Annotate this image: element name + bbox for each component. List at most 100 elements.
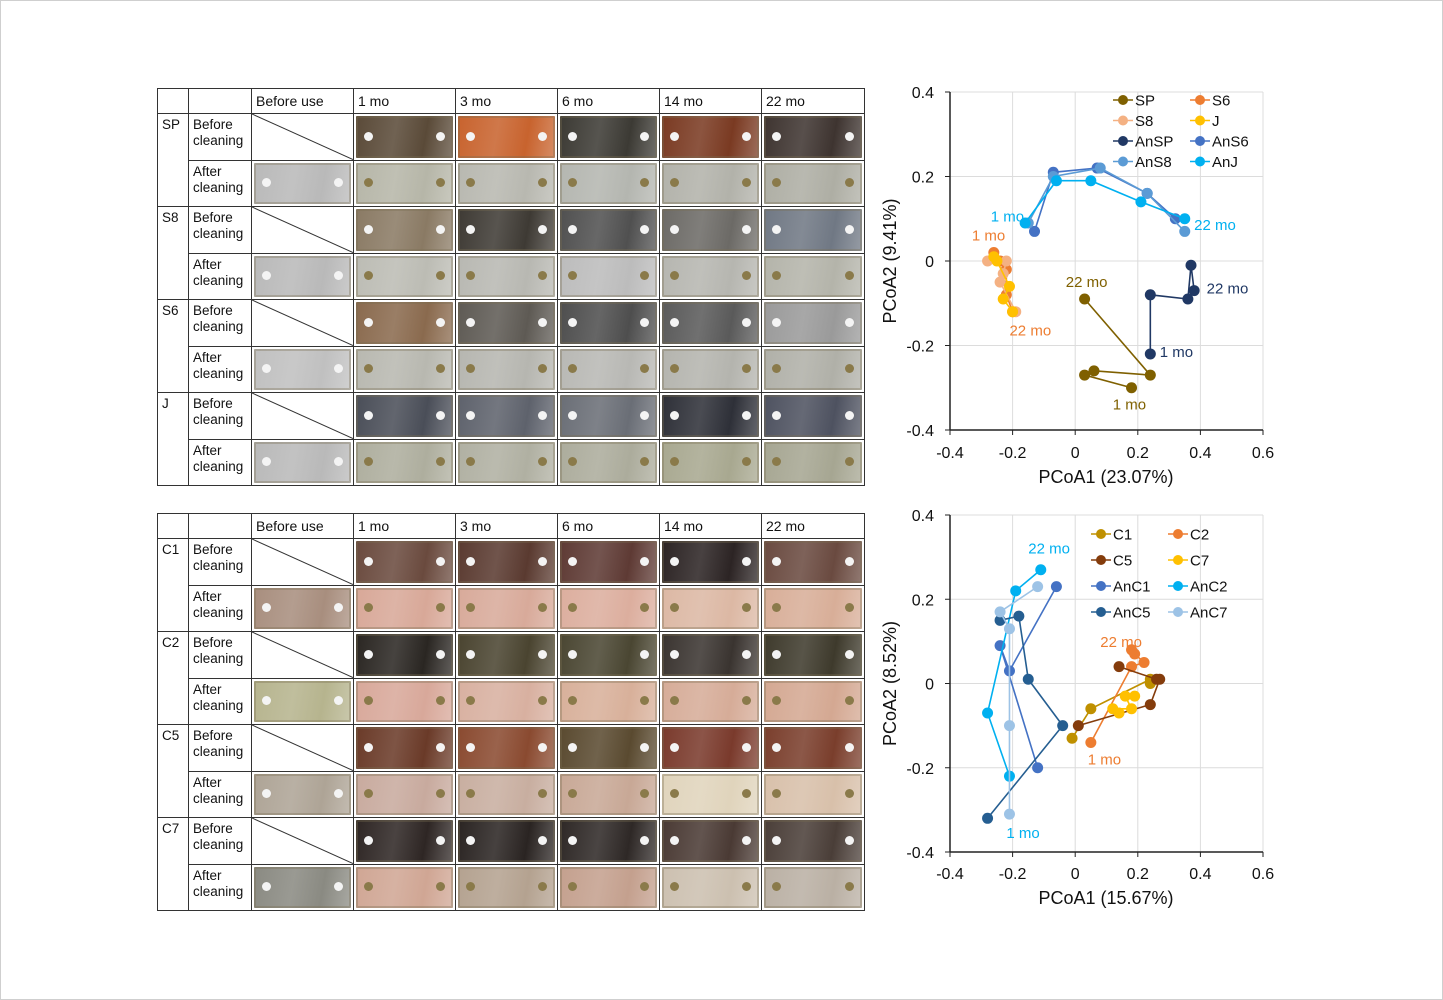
data-point	[1113, 661, 1125, 673]
empty-cell-diagonal	[252, 632, 353, 678]
specimen-photo	[356, 587, 453, 629]
column-header: 3 mo	[455, 88, 558, 114]
mounting-hole	[742, 742, 751, 752]
column-header	[157, 88, 189, 114]
mounting-hole	[334, 696, 343, 706]
mounting-hole	[538, 696, 547, 706]
mounting-hole	[640, 317, 649, 327]
specimen-photo	[560, 773, 657, 815]
mounting-hole	[262, 457, 271, 467]
series-anc5	[982, 610, 1069, 824]
data-point	[1003, 808, 1015, 820]
table-row: After cleaning	[157, 438, 865, 486]
mounting-hole	[845, 224, 854, 234]
cleaning-state-label: Before cleaning	[193, 821, 244, 852]
column-header: 14 mo	[659, 513, 762, 539]
mounting-hole	[436, 835, 445, 845]
mounting-hole	[845, 789, 854, 799]
legend-label: AnS6	[1212, 134, 1249, 151]
mounting-hole	[436, 224, 445, 234]
mounting-hole	[568, 835, 577, 845]
mounting-hole	[772, 742, 781, 752]
mounting-hole	[538, 603, 547, 613]
mounting-hole	[364, 178, 373, 188]
mounting-hole	[436, 410, 445, 420]
series-c7	[1107, 690, 1141, 719]
y-tick-label: 0.2	[912, 170, 934, 187]
specimen-photo	[560, 727, 657, 769]
specimen-photo	[662, 302, 759, 344]
mounting-hole	[436, 178, 445, 188]
data-point	[1010, 585, 1022, 597]
mounting-hole	[772, 603, 781, 613]
legend-item: S8	[1113, 113, 1153, 130]
data-point	[1057, 720, 1069, 732]
mounting-hole	[568, 224, 577, 234]
mounting-hole	[640, 271, 649, 281]
series-c2	[1085, 644, 1150, 748]
specimen-photo	[458, 116, 555, 158]
mounting-hole	[670, 271, 679, 281]
specimen-photo	[254, 587, 351, 629]
mounting-hole	[845, 178, 854, 188]
mounting-hole	[845, 835, 854, 845]
mounting-hole	[568, 649, 577, 659]
data-point	[1050, 581, 1062, 593]
mounting-hole	[640, 603, 649, 613]
mounting-hole	[845, 696, 854, 706]
legend-label: C2	[1190, 527, 1209, 544]
mounting-hole	[436, 789, 445, 799]
mounting-hole	[845, 742, 854, 752]
empty-cell-diagonal	[252, 539, 353, 585]
specimen-photo	[764, 116, 862, 158]
sample-label: J	[162, 396, 169, 411]
mounting-hole	[568, 457, 577, 467]
legend-label: AnSP	[1135, 134, 1173, 151]
legend-item: J	[1190, 113, 1220, 130]
mounting-hole	[845, 317, 854, 327]
time-annotation: 22 mo	[1066, 274, 1108, 291]
mounting-hole	[538, 649, 547, 659]
mounting-hole	[742, 457, 751, 467]
specimen-photo	[662, 634, 759, 676]
legend-item: AnJ	[1190, 154, 1238, 171]
mounting-hole	[466, 556, 475, 566]
sample-label: C5	[162, 728, 180, 743]
legend-label: AnJ	[1212, 154, 1238, 171]
time-annotation: 22 mo	[1009, 323, 1051, 340]
specimen-photo	[764, 441, 862, 483]
mounting-hole	[262, 364, 271, 374]
mounting-hole	[364, 649, 373, 659]
mounting-hole	[845, 556, 854, 566]
specimen-photo	[458, 680, 555, 722]
data-point	[991, 255, 1003, 267]
pcoa-chart-1: -0.4 -0.2 0 0.2 0.4 0.6 0.4 0.2 0 -0.2 -0.4 PCoA1 (…	[880, 85, 1274, 487]
specimen-photo	[764, 634, 862, 676]
mounting-hole	[568, 131, 577, 141]
specimen-photo	[764, 348, 862, 390]
table-row: After cleaning	[157, 677, 865, 725]
mounting-hole	[568, 882, 577, 892]
series-sp	[1079, 293, 1156, 394]
mounting-hole	[436, 317, 445, 327]
mounting-hole	[364, 603, 373, 613]
mounting-hole	[538, 178, 547, 188]
specimen-photo	[764, 162, 862, 204]
specimen-photo	[458, 541, 555, 583]
data-point	[1003, 720, 1015, 732]
mounting-hole	[364, 224, 373, 234]
cleaning-state-label: After cleaning	[193, 349, 244, 381]
x-tick-label: 0.4	[1189, 445, 1211, 462]
mounting-hole	[742, 882, 751, 892]
mounting-hole	[640, 835, 649, 845]
legend-marker	[1096, 529, 1106, 539]
mounting-hole	[670, 178, 679, 188]
x-tick-label: 0	[1071, 866, 1080, 883]
legend-item: AnC1	[1091, 579, 1151, 596]
specimen-photo	[356, 209, 453, 251]
x-tick-label: -0.4	[936, 866, 964, 883]
mounting-hole	[640, 742, 649, 752]
y-tick-label: -0.2	[906, 761, 934, 778]
sample-label: C2	[162, 635, 180, 650]
